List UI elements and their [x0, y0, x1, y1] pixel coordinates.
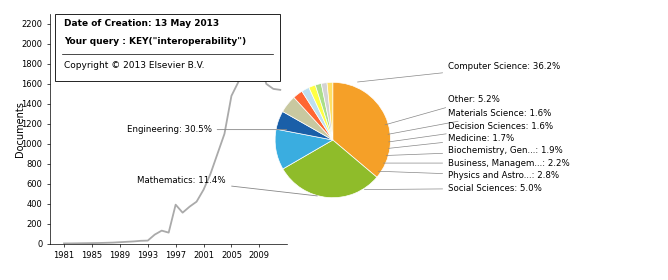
Text: Copyright © 2013 Elsevier B.V.: Copyright © 2013 Elsevier B.V.	[64, 61, 205, 70]
Text: Physics and Astro...: 2.8%: Physics and Astro...: 2.8%	[378, 171, 559, 180]
Wedge shape	[309, 85, 333, 140]
Wedge shape	[283, 97, 333, 140]
Wedge shape	[302, 87, 333, 140]
Wedge shape	[321, 83, 333, 140]
FancyBboxPatch shape	[55, 14, 280, 81]
Wedge shape	[333, 82, 391, 177]
Wedge shape	[275, 129, 333, 169]
Text: Business, Managem...: 2.2%: Business, Managem...: 2.2%	[383, 158, 570, 167]
Text: Other: 5.2%: Other: 5.2%	[385, 95, 500, 125]
Text: Engineering: 30.5%: Engineering: 30.5%	[127, 125, 287, 134]
Wedge shape	[315, 83, 333, 140]
Text: Your query : KEY("interoperability"): Your query : KEY("interoperability")	[64, 37, 246, 46]
Text: Date of Creation: 13 May 2013: Date of Creation: 13 May 2013	[64, 18, 220, 28]
Y-axis label: Documents: Documents	[15, 101, 25, 157]
Text: Materials Science: 1.6%: Materials Science: 1.6%	[388, 109, 552, 134]
Text: Social Sciences: 5.0%: Social Sciences: 5.0%	[365, 184, 542, 193]
Text: Biochemistry, Gen...: 1.9%: Biochemistry, Gen...: 1.9%	[386, 146, 563, 155]
Text: Computer Science: 36.2%: Computer Science: 36.2%	[357, 62, 560, 82]
Wedge shape	[327, 82, 333, 140]
Wedge shape	[276, 111, 333, 140]
Text: Medicine: 1.7%: Medicine: 1.7%	[389, 134, 514, 148]
Wedge shape	[283, 140, 377, 198]
Wedge shape	[294, 91, 333, 140]
Text: Decision Sciences: 1.6%: Decision Sciences: 1.6%	[389, 122, 553, 142]
Text: Mathematics: 11.4%: Mathematics: 11.4%	[138, 176, 317, 196]
